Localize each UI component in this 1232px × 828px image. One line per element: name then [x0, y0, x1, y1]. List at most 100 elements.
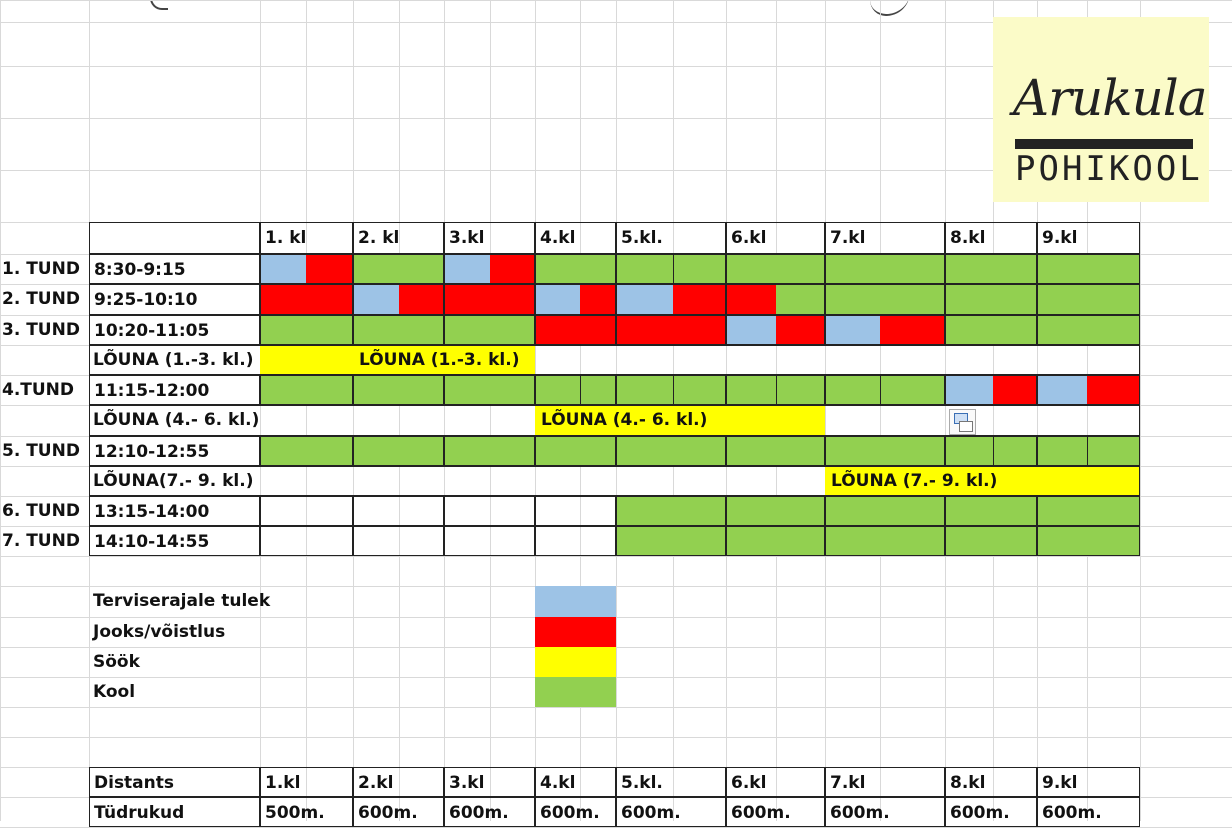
girls-distance: 600m. — [726, 797, 825, 827]
schedule-cell — [726, 254, 825, 284]
lesson-time: 11:15-12:00 — [89, 375, 260, 405]
cell-divider — [673, 254, 674, 284]
girls-label: Tüdrukud — [89, 797, 260, 827]
schedule-cell — [616, 496, 726, 526]
distance-class: 2.kl — [353, 767, 444, 797]
schedule-cell — [353, 254, 444, 284]
schedule-cell — [825, 496, 945, 526]
lunch-label-repeat: LÕUNA (4.- 6. kl.) — [541, 410, 708, 430]
schedule-cell — [825, 254, 945, 284]
schedule-cell — [616, 254, 726, 284]
schedule-cell — [616, 284, 726, 315]
girls-distance: 600m. — [616, 797, 726, 827]
cell-divider — [1087, 436, 1088, 466]
schedule-fill — [776, 284, 1140, 315]
lesson-label: 5. TUND — [2, 441, 80, 461]
legend-label: Söök — [93, 652, 140, 672]
lunch-label: LÕUNA (4.- 6. kl.) — [93, 410, 260, 430]
schedule-fill — [776, 315, 825, 345]
lesson-time: 10:20-11:05 — [89, 315, 260, 345]
schedule-cell — [1037, 315, 1140, 345]
legend-swatch — [535, 647, 616, 677]
schedule-cell — [1037, 375, 1140, 405]
schedule-cell — [945, 526, 1037, 556]
schedule-cell — [353, 526, 444, 556]
girls-distance: 600m. — [535, 797, 616, 827]
schedule-fill — [825, 466, 1140, 496]
schedule-cell — [825, 375, 945, 405]
lesson-time: 8:30-9:15 — [89, 254, 260, 284]
schedule-cell — [444, 436, 535, 466]
distance-class: 1.kl — [260, 767, 353, 797]
class-header: 7.kl — [825, 222, 945, 254]
schedule-cell — [1037, 526, 1140, 556]
schedule-cell — [726, 436, 825, 466]
legend-label: Kool — [93, 682, 136, 702]
schedule-cell — [616, 315, 726, 345]
schedule-cell — [444, 526, 535, 556]
schedule-cell — [616, 526, 726, 556]
schedule-cell — [353, 284, 444, 315]
girls-distance: 600m. — [1037, 797, 1140, 827]
schedule-cell — [535, 315, 616, 345]
schedule-cell — [825, 526, 945, 556]
schedule-cell — [260, 315, 353, 345]
girls-distance: 600m. — [945, 797, 1037, 827]
lesson-time: 14:10-14:55 — [89, 526, 260, 556]
schedule-cell — [260, 375, 353, 405]
legend-label: Jooks/võistlus — [93, 622, 226, 642]
legend-swatch — [535, 677, 616, 707]
lunch-label: LÕUNA (1.-3. kl.) — [93, 350, 254, 370]
schedule-cell — [535, 496, 616, 526]
girls-distance: 500m. — [260, 797, 353, 827]
schedule-cell — [825, 315, 945, 345]
distance-class: 4.kl — [535, 767, 616, 797]
schedule-cell — [1037, 436, 1140, 466]
schedule-cell — [444, 254, 535, 284]
paste-options-icon[interactable] — [949, 409, 976, 435]
schedule-fill — [260, 284, 353, 315]
class-header: 5.kl. — [616, 222, 726, 254]
decorative-curve — [870, 0, 910, 16]
schedule-cell — [726, 284, 825, 315]
distance-header: Distants — [89, 767, 260, 797]
schedule-fill — [726, 315, 776, 345]
lunch-row — [89, 345, 1140, 375]
schedule-cell — [444, 284, 535, 315]
class-header: 2. kl — [353, 222, 444, 254]
schedule-cell — [353, 436, 444, 466]
schedule-cell — [945, 315, 1037, 345]
schedule-cell — [726, 315, 825, 345]
schedule-cell — [726, 526, 825, 556]
schedule-cell — [353, 315, 444, 345]
schedule-cell — [945, 436, 1037, 466]
class-header: 1. kl — [260, 222, 353, 254]
schedule-fill — [616, 284, 673, 315]
class-header: 8.kl — [945, 222, 1037, 254]
schedule-fill — [535, 315, 726, 345]
lesson-label: 1. TUND — [2, 259, 80, 279]
schedule-cell — [260, 284, 353, 315]
lunch-label-repeat: LÕUNA (1.-3. kl.) — [359, 350, 520, 370]
schedule-cell — [945, 254, 1037, 284]
schedule-cell — [535, 526, 616, 556]
lesson-time: 9:25-10:10 — [89, 284, 260, 315]
girls-distance: 600m. — [825, 797, 945, 827]
header-corner — [89, 222, 260, 254]
schedule-cell — [444, 315, 535, 345]
schedule-cell — [353, 375, 444, 405]
distance-class: 9.kl — [1037, 767, 1140, 797]
distance-class: 3.kl — [444, 767, 535, 797]
schedule-cell — [444, 496, 535, 526]
class-header: 3.kl — [444, 222, 535, 254]
schedule-cell — [444, 375, 535, 405]
logo-bar — [1015, 139, 1193, 149]
cell-divider — [673, 375, 674, 405]
lesson-time: 12:10-12:55 — [89, 436, 260, 466]
schedule-fill — [260, 345, 535, 375]
schedule-cell — [1037, 254, 1140, 284]
schedule-cell — [535, 375, 616, 405]
logo-name: Arukula — [1013, 69, 1208, 127]
distance-class: 6.kl — [726, 767, 825, 797]
